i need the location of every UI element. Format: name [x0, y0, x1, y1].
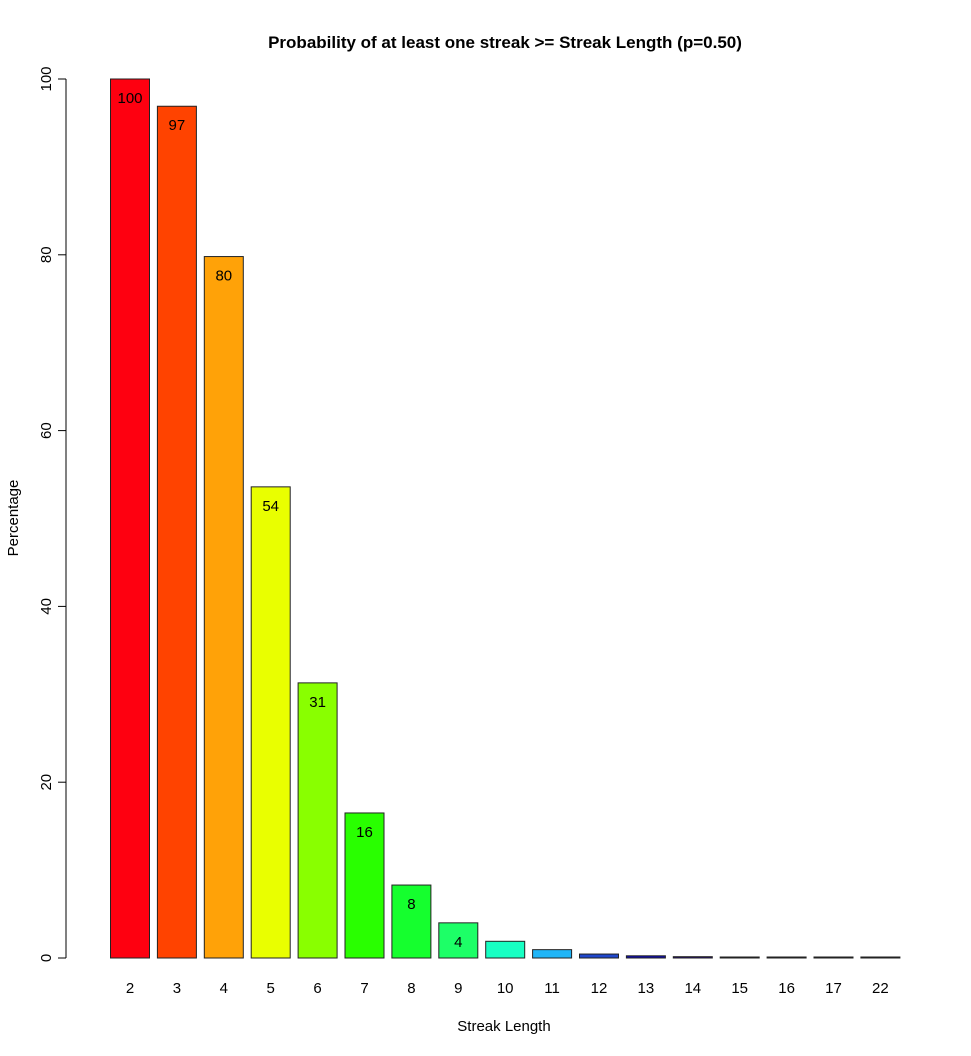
- bar-value-label: 4: [454, 934, 462, 951]
- bar: [860, 956, 901, 959]
- y-tick-label: 80: [38, 246, 55, 263]
- bar: [438, 922, 479, 959]
- x-tick-label: 22: [872, 980, 889, 997]
- bar-value-label: 80: [215, 268, 232, 285]
- bar: [485, 940, 526, 959]
- x-tick-label: 7: [360, 980, 368, 997]
- x-tick-label: 5: [267, 980, 275, 997]
- bar: [391, 884, 432, 959]
- x-tick-label: 8: [407, 980, 415, 997]
- bar: [250, 486, 291, 959]
- bar: [625, 955, 666, 959]
- y-tick-label: 100: [38, 66, 55, 91]
- y-tick-label: 60: [38, 422, 55, 439]
- bar: [579, 953, 619, 959]
- x-tick-label: 12: [591, 980, 608, 997]
- x-tick-label: 15: [731, 980, 748, 997]
- x-tick-label: 4: [220, 980, 228, 997]
- bar: [344, 812, 385, 959]
- x-tick-label: 6: [313, 980, 321, 997]
- bar: [766, 956, 807, 959]
- bar: [672, 956, 713, 959]
- y-tick-label: 40: [38, 598, 55, 615]
- y-axis-label: Percentage: [5, 480, 22, 557]
- bar-value-label: 97: [169, 117, 186, 134]
- bar-value-label: 16: [356, 824, 373, 841]
- y-tick-label: 20: [38, 774, 55, 791]
- bar-value-label: 100: [117, 90, 142, 107]
- x-axis-label: Streak Length: [457, 1018, 550, 1035]
- x-axis-ticks: 2 3 4 5 6 7 8 9 10 11 12 13 14 15 16 17 22: [126, 980, 889, 997]
- y-tick-label: 0: [38, 954, 55, 962]
- bar: [719, 956, 760, 959]
- bar: [203, 256, 244, 959]
- bar-value-label: 31: [309, 694, 326, 711]
- bar: [532, 949, 573, 959]
- y-axis: 0 20 40 60 80 100: [38, 66, 67, 962]
- bar-value-label: 8: [407, 896, 415, 913]
- x-tick-label: 10: [497, 980, 514, 997]
- x-tick-label: 11: [544, 980, 560, 997]
- chart-title: Probability of at least one streak >= St…: [268, 33, 742, 52]
- bar-value-label: 54: [262, 498, 279, 515]
- x-tick-label: 16: [778, 980, 795, 997]
- x-tick-label: 2: [126, 980, 134, 997]
- bar: [110, 78, 150, 959]
- bar: [297, 682, 338, 959]
- x-tick-label: 9: [454, 980, 462, 997]
- x-tick-label: 13: [638, 980, 655, 997]
- x-tick-label: 3: [173, 980, 181, 997]
- bar: [156, 105, 197, 959]
- bars: 100 97 80 54 31 16 8 4: [110, 78, 901, 959]
- x-tick-label: 17: [825, 980, 842, 997]
- bar: [813, 956, 854, 959]
- x-tick-label: 14: [684, 980, 701, 997]
